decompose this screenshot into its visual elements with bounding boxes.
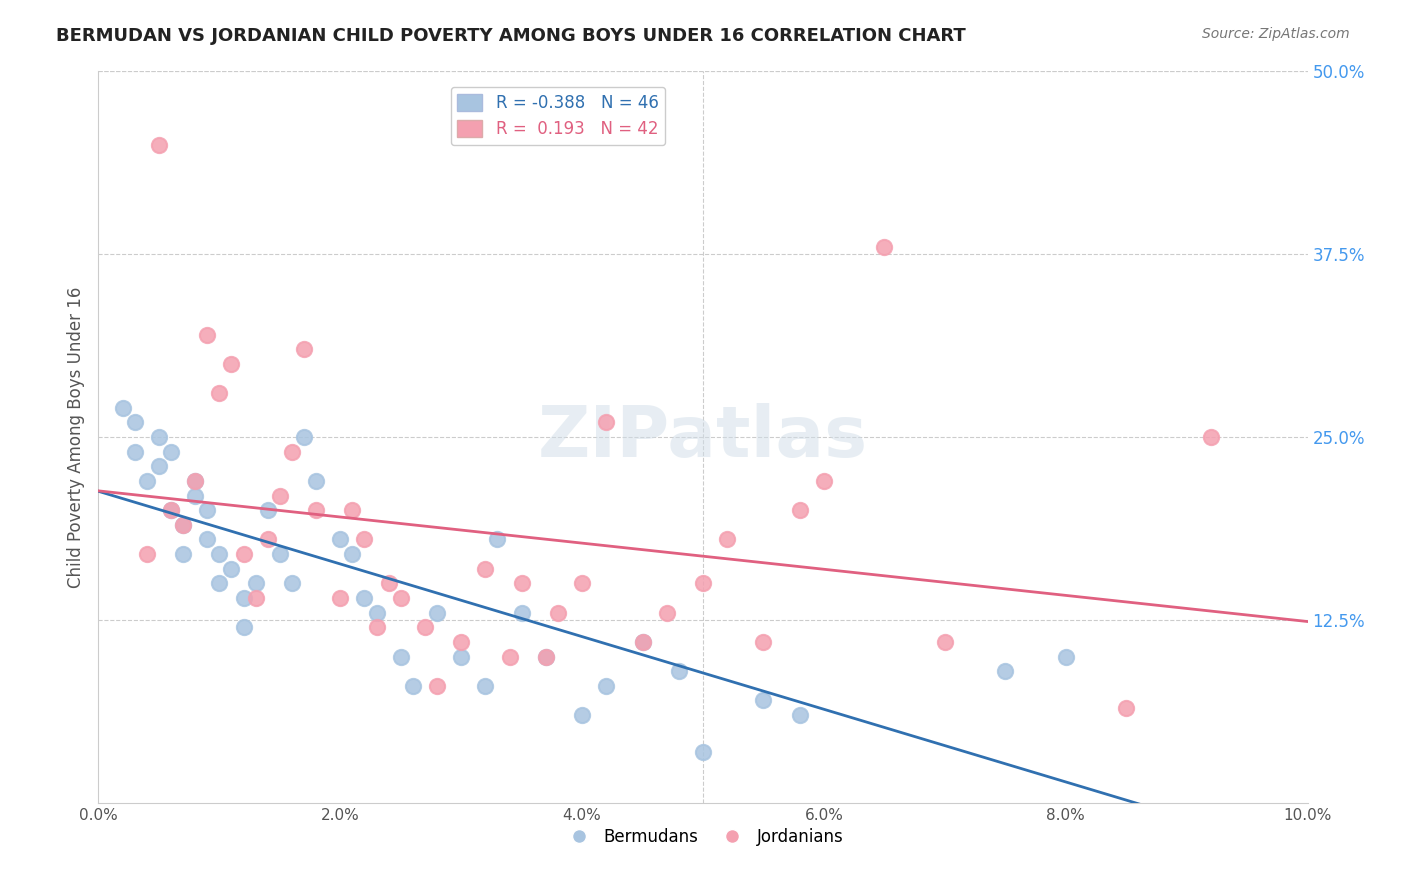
Point	[292, 343, 315, 357]
Point	[256, 533, 278, 547]
Point	[595, 679, 617, 693]
Point	[232, 620, 254, 634]
Point	[245, 576, 267, 591]
Y-axis label: Child Poverty Among Boys Under 16: Child Poverty Among Boys Under 16	[66, 286, 84, 588]
Point	[111, 401, 134, 415]
Text: BERMUDAN VS JORDANIAN CHILD POVERTY AMONG BOYS UNDER 16 CORRELATION CHART: BERMUDAN VS JORDANIAN CHILD POVERTY AMON…	[56, 27, 966, 45]
Point	[571, 576, 593, 591]
Point	[208, 576, 231, 591]
Point	[498, 649, 520, 664]
Point	[184, 474, 207, 488]
Point	[232, 547, 254, 561]
Point	[534, 649, 557, 664]
Legend: Bermudans, Jordanians: Bermudans, Jordanians	[555, 822, 851, 853]
Point	[813, 474, 835, 488]
Point	[292, 430, 315, 444]
Point	[534, 649, 557, 664]
Point	[172, 517, 194, 532]
Point	[366, 620, 388, 634]
Point	[281, 444, 304, 458]
Point	[510, 606, 533, 620]
Point	[389, 591, 412, 605]
Point	[402, 679, 425, 693]
Point	[353, 533, 375, 547]
Point	[208, 547, 231, 561]
Point	[329, 533, 352, 547]
Point	[269, 489, 291, 503]
Point	[994, 664, 1017, 678]
Point	[184, 489, 207, 503]
Point	[1199, 430, 1222, 444]
Point	[595, 416, 617, 430]
Point	[245, 591, 267, 605]
Point	[172, 547, 194, 561]
Point	[426, 679, 449, 693]
Point	[184, 474, 207, 488]
Point	[752, 693, 775, 707]
Point	[426, 606, 449, 620]
Point	[631, 635, 654, 649]
Point	[221, 562, 243, 576]
Point	[269, 547, 291, 561]
Point	[366, 606, 388, 620]
Point	[752, 635, 775, 649]
Point	[160, 503, 183, 517]
Point	[474, 562, 496, 576]
Text: ZIPatlas: ZIPatlas	[538, 402, 868, 472]
Point	[195, 503, 218, 517]
Point	[486, 533, 509, 547]
Point	[342, 547, 364, 561]
Point	[547, 606, 569, 620]
Point	[124, 444, 146, 458]
Point	[631, 635, 654, 649]
Point	[474, 679, 496, 693]
Point	[450, 649, 472, 664]
Point	[789, 708, 811, 723]
Point	[413, 620, 436, 634]
Point	[571, 708, 593, 723]
Point	[668, 664, 690, 678]
Point	[172, 517, 194, 532]
Point	[160, 444, 183, 458]
Point	[195, 327, 218, 342]
Point	[353, 591, 375, 605]
Point	[148, 459, 170, 474]
Point	[655, 606, 678, 620]
Point	[256, 503, 278, 517]
Point	[873, 240, 896, 254]
Point	[232, 591, 254, 605]
Point	[450, 635, 472, 649]
Point	[716, 533, 738, 547]
Point	[934, 635, 956, 649]
Point	[195, 533, 218, 547]
Point	[389, 649, 412, 664]
Point	[510, 576, 533, 591]
Point	[148, 430, 170, 444]
Point	[1054, 649, 1077, 664]
Point	[789, 503, 811, 517]
Point	[692, 745, 714, 759]
Point	[377, 576, 399, 591]
Point	[135, 474, 157, 488]
Point	[221, 357, 243, 371]
Point	[208, 386, 231, 401]
Point	[305, 503, 328, 517]
Point	[1115, 700, 1137, 714]
Point	[160, 503, 183, 517]
Point	[692, 576, 714, 591]
Point	[124, 416, 146, 430]
Point	[135, 547, 157, 561]
Point	[342, 503, 364, 517]
Point	[281, 576, 304, 591]
Point	[148, 137, 170, 152]
Text: Source: ZipAtlas.com: Source: ZipAtlas.com	[1202, 27, 1350, 41]
Point	[305, 474, 328, 488]
Point	[329, 591, 352, 605]
